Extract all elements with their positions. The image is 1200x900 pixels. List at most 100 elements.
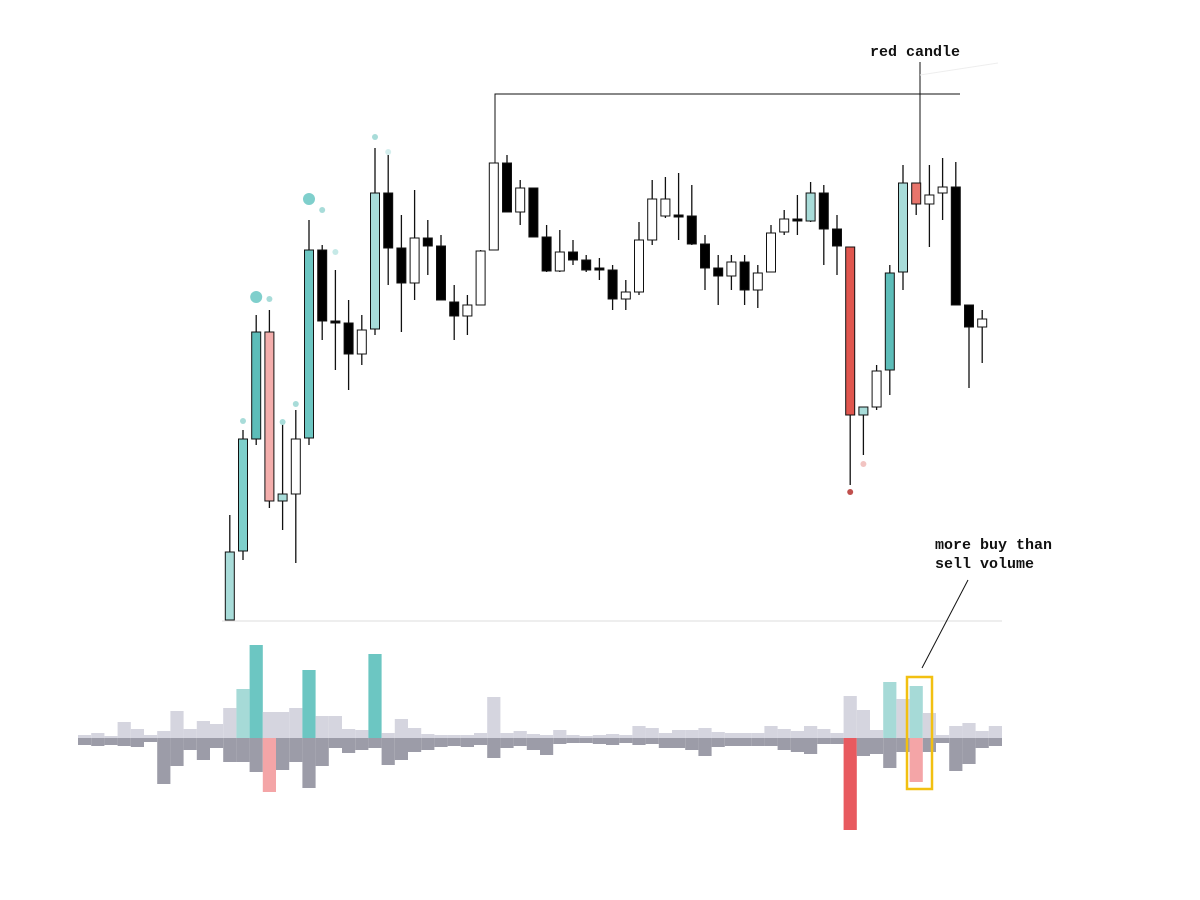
- buy-volume-bar: [130, 729, 144, 738]
- buy-volume-bar: [500, 733, 514, 738]
- buy-volume-bar: [434, 735, 448, 738]
- buy-volume-bar: [513, 731, 527, 738]
- candle-body: [818, 192, 829, 230]
- candle-body: [911, 182, 922, 205]
- candle-body: [884, 272, 895, 371]
- buy-volume-bar: [804, 726, 818, 738]
- sell-volume-bar: [196, 738, 210, 760]
- candle-body: [950, 186, 961, 306]
- candle-body: [436, 245, 446, 301]
- marker-dot: [303, 193, 315, 205]
- buy-volume-bar: [909, 686, 923, 738]
- sell-volume-bar: [526, 738, 540, 750]
- candle-body: [554, 251, 565, 272]
- candle-body: [713, 267, 724, 277]
- candle-body: [422, 237, 433, 247]
- sell-volume-bar: [144, 738, 158, 742]
- buy-volume-bar: [447, 735, 461, 738]
- candle-body: [515, 187, 526, 213]
- sell-volume-bar: [78, 738, 92, 745]
- sell-volume-bar: [883, 738, 897, 768]
- buy-volume-bar: [553, 730, 567, 738]
- candle-body: [238, 438, 248, 552]
- candle-body: [488, 162, 499, 251]
- sell-volume-bar: [592, 738, 606, 744]
- marker-dot: [847, 489, 854, 495]
- sell-volume-bar: [658, 738, 672, 748]
- buy-volume-bar: [936, 735, 950, 738]
- candle-body: [290, 438, 301, 495]
- sell-volume-bar: [249, 738, 263, 772]
- sell-volume-bar: [157, 738, 171, 784]
- candle-body: [898, 182, 908, 273]
- sell-volume-bar: [843, 738, 857, 830]
- candle-body: [607, 269, 618, 300]
- marker-dot: [250, 291, 263, 303]
- buy-volume-bar: [949, 726, 963, 738]
- sell-volume-bar: [962, 738, 976, 764]
- sell-volume-bar: [460, 738, 474, 747]
- sell-volume-bar: [381, 738, 395, 765]
- buy-volume-bar: [817, 729, 831, 738]
- candle-body: [937, 186, 948, 194]
- candle-body: [383, 192, 394, 249]
- sell-volume-bar: [130, 738, 144, 747]
- candle-body: [977, 318, 988, 328]
- candle-body: [924, 194, 935, 205]
- candle-body: [673, 214, 684, 218]
- buy-volume-bar: [592, 735, 606, 738]
- sell-volume-bar: [289, 738, 303, 762]
- sell-volume-bar: [579, 738, 593, 743]
- buy-volume-bar: [566, 735, 580, 738]
- buy-volume-bar: [540, 735, 554, 738]
- sell-volume-bar: [394, 738, 408, 760]
- buy-volume-bar: [632, 726, 646, 738]
- candle-body: [686, 215, 697, 245]
- candle-body: [568, 251, 578, 261]
- buy-volume-bar: [619, 735, 633, 738]
- sell-volume-bar: [210, 738, 224, 748]
- sell-volume-bar: [342, 738, 356, 753]
- candle-body: [871, 370, 882, 408]
- sell-volume-bar: [685, 738, 699, 750]
- buy-volume-bar: [104, 736, 118, 738]
- candle-body: [224, 551, 235, 621]
- buy-volume-bar: [870, 730, 884, 738]
- sell-volume-bar: [421, 738, 435, 750]
- candle-body: [409, 237, 420, 284]
- candle-body: [858, 406, 869, 416]
- buy-volume-bar: [962, 723, 976, 738]
- buy-volume-bar: [196, 721, 210, 738]
- buy-volume-bar: [606, 734, 620, 738]
- candle-body: [832, 228, 842, 247]
- highlight-box: [905, 675, 934, 791]
- buy-volume-bar: [157, 731, 171, 738]
- buy-volume-bar: [658, 733, 672, 738]
- sell-volume-bar: [790, 738, 804, 752]
- marker-dot: [266, 296, 273, 302]
- sell-volume-bar: [276, 738, 290, 770]
- buy-volume-bar: [738, 733, 752, 738]
- sell-volume-bar: [975, 738, 989, 748]
- buy-volume-bar: [751, 733, 765, 738]
- sell-volume-bar: [751, 738, 765, 746]
- candle-body: [620, 291, 631, 300]
- candle-body: [752, 272, 763, 291]
- annotation: red candle: [870, 44, 960, 61]
- sell-volume-bar: [170, 738, 184, 766]
- sell-volume-bar: [804, 738, 818, 754]
- candle-body: [343, 322, 354, 355]
- sell-volume-bar: [302, 738, 316, 788]
- buy-volume-bar: [764, 726, 778, 738]
- candle-body: [845, 246, 856, 416]
- sell-volume-bar: [711, 738, 725, 747]
- candle-body: [330, 320, 341, 324]
- candle-body: [805, 192, 816, 222]
- candle-body: [792, 218, 803, 222]
- sell-volume-bar: [355, 738, 369, 750]
- buy-volume-bar: [117, 722, 131, 738]
- candle-body: [964, 304, 974, 328]
- sell-volume-bar: [764, 738, 778, 746]
- buy-volume-bar: [302, 670, 316, 738]
- buy-volume-bar: [223, 708, 237, 738]
